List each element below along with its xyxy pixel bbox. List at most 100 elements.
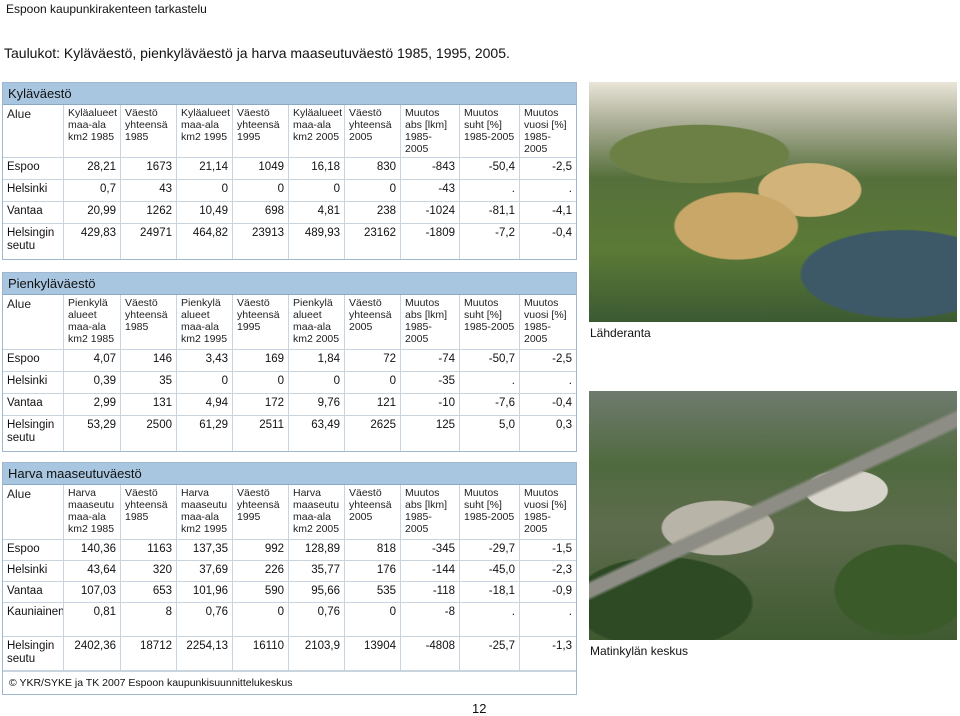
aerial-photo-lahderanta bbox=[589, 82, 957, 322]
cell: -35 bbox=[400, 372, 459, 393]
cell: -4,1 bbox=[519, 202, 576, 223]
column-header: Kyläalueet maa-ala km2 1985 bbox=[63, 105, 120, 157]
cell: 13904 bbox=[344, 637, 400, 670]
cell: 0 bbox=[232, 372, 288, 393]
cell: -144 bbox=[400, 561, 459, 581]
cell: 176 bbox=[344, 561, 400, 581]
table-pienkylavaesto: Pienkyläväestö Alue Pienkylä alueet maa-… bbox=[2, 272, 577, 452]
cell: 4,07 bbox=[63, 350, 120, 371]
cell: 8 bbox=[120, 603, 176, 636]
column-header: Muutos abs [lkm] 1985-2005 bbox=[400, 485, 459, 539]
cell: 169 bbox=[232, 350, 288, 371]
cell: . bbox=[519, 180, 576, 201]
column-header: Väestö yhteensä 1985 bbox=[120, 485, 176, 539]
cell: -2,5 bbox=[519, 158, 576, 179]
cell: -1,5 bbox=[519, 540, 576, 560]
column-header: Muutos suht [%] 1985-2005 bbox=[459, 485, 519, 539]
column-header: Väestö yhteensä 1995 bbox=[232, 295, 288, 349]
cell: -118 bbox=[400, 582, 459, 602]
cell: -0,9 bbox=[519, 582, 576, 602]
cell: 43 bbox=[120, 180, 176, 201]
column-header: Harva maaseutu maa-ala km2 1995 bbox=[176, 485, 232, 539]
cell-region: Espoo bbox=[7, 353, 40, 365]
cell: 10,49 bbox=[176, 202, 232, 223]
cell: 698 bbox=[232, 202, 288, 223]
cell: . bbox=[459, 180, 519, 201]
photo-caption: Matinkylän keskus bbox=[590, 644, 689, 658]
column-header: Väestö yhteensä 2005 bbox=[344, 105, 400, 157]
cell: -45,0 bbox=[459, 561, 519, 581]
table-header-row: Alue Harva maaseutu maa-ala km2 1985 Väe… bbox=[3, 485, 576, 540]
cell: 0 bbox=[288, 372, 344, 393]
cell: 1163 bbox=[120, 540, 176, 560]
cell: 72 bbox=[344, 350, 400, 371]
cell: 107,03 bbox=[63, 582, 120, 602]
column-header: Alue bbox=[7, 297, 32, 311]
cell: 1,84 bbox=[288, 350, 344, 371]
cell-region: Helsinki bbox=[7, 183, 48, 195]
table-row: Helsinki 0,39 35 0 0 0 0 -35 . . bbox=[3, 372, 576, 394]
cell-region: Kauniainen bbox=[7, 606, 65, 618]
table-header-row: Alue Pienkylä alueet maa-ala km2 1985 Vä… bbox=[3, 295, 576, 350]
cell: 37,69 bbox=[176, 561, 232, 581]
cell: -74 bbox=[400, 350, 459, 371]
cell: 53,29 bbox=[63, 416, 120, 451]
cell: 137,35 bbox=[176, 540, 232, 560]
cell: 429,83 bbox=[63, 224, 120, 259]
cell-region: Espoo bbox=[7, 543, 40, 555]
aerial-photo-matinkyla bbox=[589, 391, 957, 640]
column-header: Alue bbox=[7, 107, 32, 121]
cell: -0,4 bbox=[519, 224, 576, 259]
cell: -843 bbox=[400, 158, 459, 179]
column-header: Kyläalueet maa-ala km2 2005 bbox=[288, 105, 344, 157]
table-row: Kauniainen 0,81 8 0,76 0 0,76 0 -8 . . bbox=[3, 603, 576, 637]
cell: -2,3 bbox=[519, 561, 576, 581]
cell: -50,7 bbox=[459, 350, 519, 371]
cell: 0 bbox=[344, 372, 400, 393]
table-row: Helsingin seutu 2402,36 18712 2254,13 16… bbox=[3, 637, 576, 671]
column-header: Väestö yhteensä 2005 bbox=[344, 295, 400, 349]
cell: 23162 bbox=[344, 224, 400, 259]
column-header: Pienkylä alueet maa-ala km2 2005 bbox=[288, 295, 344, 349]
cell: 2511 bbox=[232, 416, 288, 451]
cell-region: Vantaa bbox=[7, 397, 43, 409]
cell: . bbox=[519, 372, 576, 393]
cell: 24971 bbox=[120, 224, 176, 259]
cell: -1024 bbox=[400, 202, 459, 223]
cell: -7,6 bbox=[459, 394, 519, 415]
column-header: Pienkylä alueet maa-ala km2 1985 bbox=[63, 295, 120, 349]
cell: 2500 bbox=[120, 416, 176, 451]
table-row: Helsinki 43,64 320 37,69 226 35,77 176 -… bbox=[3, 561, 576, 582]
table-title: Pienkyläväestö bbox=[3, 273, 576, 295]
cell: 5,0 bbox=[459, 416, 519, 451]
cell: 125 bbox=[400, 416, 459, 451]
cell: . bbox=[459, 603, 519, 636]
cell: 35,77 bbox=[288, 561, 344, 581]
table-header-row: Alue Kyläalueet maa-ala km2 1985 Väestö … bbox=[3, 105, 576, 158]
table-title: Harva maaseutuväestö bbox=[3, 463, 576, 485]
cell: 4,81 bbox=[288, 202, 344, 223]
cell: 61,29 bbox=[176, 416, 232, 451]
cell: 28,21 bbox=[63, 158, 120, 179]
cell: 23913 bbox=[232, 224, 288, 259]
table-kylavaesto: Kyläväestö Alue Kyläalueet maa-ala km2 1… bbox=[2, 82, 577, 260]
table-row: Espoo 28,21 1673 21,14 1049 16,18 830 -8… bbox=[3, 158, 576, 180]
column-header: Muutos suht [%] 1985-2005 bbox=[459, 295, 519, 349]
cell: 0 bbox=[344, 603, 400, 636]
cell: 140,36 bbox=[63, 540, 120, 560]
column-header: Väestö yhteensä 1995 bbox=[232, 105, 288, 157]
cell: 818 bbox=[344, 540, 400, 560]
cell: -4808 bbox=[400, 637, 459, 670]
cell-region: Helsinki bbox=[7, 564, 48, 576]
table-row: Helsinki 0,7 43 0 0 0 0 -43 . . bbox=[3, 180, 576, 202]
cell-region: Vantaa bbox=[7, 205, 43, 217]
column-header: Harva maaseutu maa-ala km2 2005 bbox=[288, 485, 344, 539]
cell-region: Helsingin seutu bbox=[7, 640, 55, 665]
cell: 43,64 bbox=[63, 561, 120, 581]
cell: 131 bbox=[120, 394, 176, 415]
cell: 0,3 bbox=[519, 416, 576, 451]
cell: 830 bbox=[344, 158, 400, 179]
cell: 0,76 bbox=[176, 603, 232, 636]
page-title: Taulukot: Kyläväestö, pienkyläväestö ja … bbox=[4, 45, 510, 61]
cell: 0 bbox=[176, 372, 232, 393]
